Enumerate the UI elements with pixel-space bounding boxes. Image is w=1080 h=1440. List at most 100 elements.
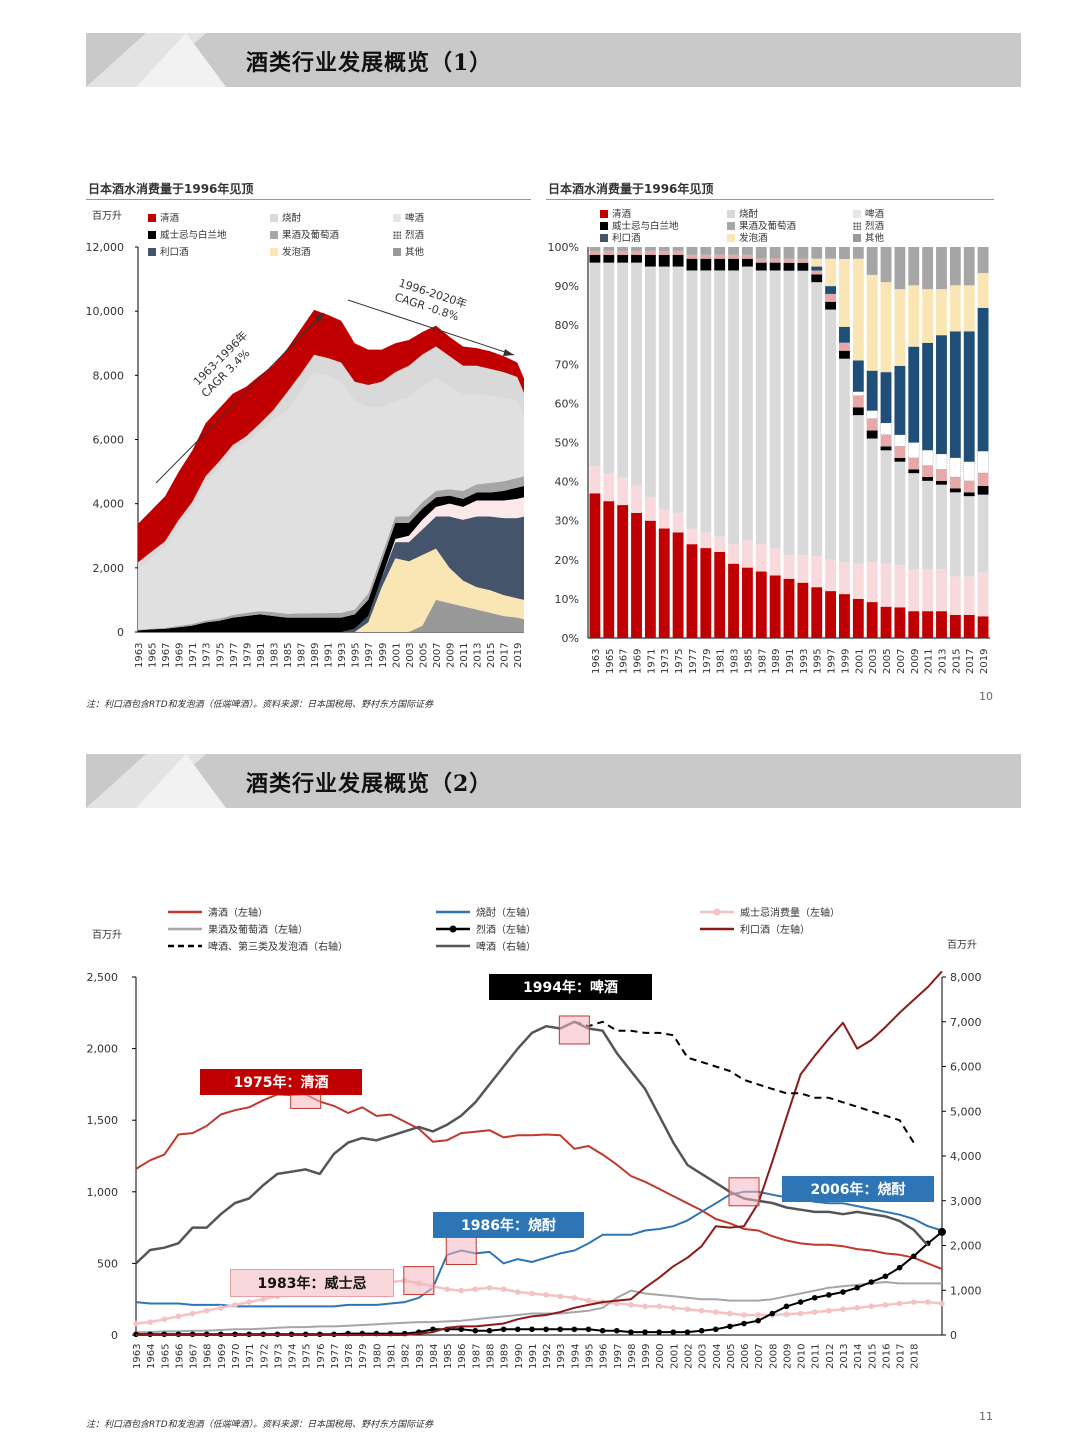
series-point bbox=[882, 1273, 889, 1280]
series-point bbox=[670, 1329, 677, 1335]
bar-segment-威士忌与白兰地 bbox=[894, 457, 906, 462]
left-y-tick-label: 2,500 bbox=[87, 971, 119, 984]
bar-segment-威士忌与白兰地 bbox=[783, 262, 795, 271]
series-point bbox=[500, 1326, 507, 1333]
right-y-tick-label: 7,000 bbox=[950, 1016, 982, 1029]
x-tick-label: 2004 bbox=[712, 1344, 723, 1369]
series-point bbox=[910, 1299, 917, 1305]
series-point bbox=[642, 1303, 648, 1310]
bar-segment-其他 bbox=[922, 247, 934, 290]
bar-segment-烧酎 bbox=[839, 562, 850, 595]
bar-segment-果酒及葡萄酒 bbox=[936, 469, 947, 481]
x-tick-label: 1995 bbox=[584, 1344, 595, 1369]
legend-swatch bbox=[393, 231, 401, 239]
bar-segment-烧酎 bbox=[700, 532, 712, 549]
bar-segment-威士忌与白兰地 bbox=[908, 469, 920, 474]
slide-header-bar: 酒类行业发展概览（2） bbox=[86, 754, 1021, 808]
series-point bbox=[628, 1329, 634, 1335]
bar-segment-发泡酒 bbox=[963, 285, 975, 332]
legend-label: 烈酒（左轴） bbox=[476, 925, 536, 936]
legend-item: 烧酎 bbox=[270, 210, 301, 224]
series-point bbox=[543, 1292, 549, 1298]
x-tick-label: 1977 bbox=[688, 649, 699, 674]
bar-segment-利口酒 bbox=[949, 331, 961, 458]
bar-segment-啤酒 bbox=[700, 270, 712, 533]
line-series-果酒及葡萄酒（左轴） bbox=[136, 1281, 942, 1334]
legend-item: 威士忌与白兰地 bbox=[600, 218, 679, 232]
legend-item: 利口酒（左轴） bbox=[700, 921, 810, 936]
legend-swatch bbox=[436, 944, 470, 948]
legend-item: 烈酒 bbox=[853, 218, 884, 232]
bar-segment-清酒 bbox=[672, 532, 684, 638]
x-tick-label: 1993 bbox=[337, 643, 348, 668]
right-y-tick-label: 8,000 bbox=[950, 971, 982, 984]
bar-segment-烧酎 bbox=[811, 555, 823, 588]
x-tick-label: 1994 bbox=[570, 1344, 581, 1369]
x-tick-label: 1971 bbox=[245, 1344, 256, 1369]
x-tick-label: 1975 bbox=[674, 649, 685, 674]
series-point bbox=[613, 1327, 620, 1334]
bar-segment-清酒 bbox=[631, 512, 642, 638]
bar-segment-果酒及葡萄酒 bbox=[880, 434, 892, 447]
bar-segment-烧酎 bbox=[741, 540, 753, 568]
x-tick-label: 1998 bbox=[627, 1344, 638, 1369]
legend-label: 其他 bbox=[865, 233, 885, 244]
series-point bbox=[670, 1304, 677, 1311]
bar-segment-其他 bbox=[741, 247, 753, 255]
x-tick-label: 1979 bbox=[702, 649, 713, 674]
x-tick-label: 2017 bbox=[965, 649, 976, 674]
bar-segment-威士忌与白兰地 bbox=[755, 262, 767, 271]
left-y-tick-label: 1,500 bbox=[87, 1114, 119, 1127]
right-title-rule bbox=[546, 199, 994, 200]
right-axis-unit: 百万升 bbox=[947, 940, 977, 951]
bar-segment-烧酎 bbox=[672, 512, 684, 533]
y-tick-label: 12,000 bbox=[86, 241, 124, 254]
series-point bbox=[783, 1311, 790, 1318]
bar-segment-清酒 bbox=[936, 611, 947, 638]
x-tick-label: 2005 bbox=[418, 643, 429, 668]
bar-segment-利口酒 bbox=[936, 335, 947, 454]
bar-segment-果酒及葡萄酒 bbox=[797, 258, 809, 263]
slide-header-bar: 酒类行业发展概览（1） bbox=[86, 33, 1021, 87]
bar-segment-清酒 bbox=[769, 575, 781, 638]
series-point bbox=[500, 1286, 507, 1292]
y-tick-label: 80% bbox=[555, 319, 579, 332]
series-point bbox=[727, 1310, 733, 1317]
bar-segment-果酒及葡萄酒 bbox=[617, 250, 629, 255]
legend-label: 利口酒 bbox=[612, 233, 641, 244]
bar-segment-啤酒 bbox=[617, 262, 629, 478]
series-point bbox=[613, 1300, 620, 1307]
bar-segment-其他 bbox=[894, 247, 906, 290]
series-point bbox=[684, 1329, 691, 1335]
legend-label: 烈酒 bbox=[405, 230, 425, 241]
bar-segment-烧酎 bbox=[644, 497, 656, 521]
legend-item: 啤酒、第三类及发泡酒（右轴） bbox=[168, 938, 348, 953]
left-chart-unit: 百万升 bbox=[92, 211, 122, 222]
series-point bbox=[458, 1326, 465, 1333]
x-tick-label: 1993 bbox=[556, 1344, 567, 1369]
bar-segment-清酒 bbox=[700, 548, 712, 638]
bar-segment-烧酎 bbox=[783, 555, 795, 579]
bar-segment-烧酎 bbox=[936, 569, 947, 612]
x-tick-label: 2018 bbox=[910, 1344, 921, 1369]
highlight-box bbox=[558, 1015, 590, 1045]
x-tick-label: 2005 bbox=[882, 649, 893, 674]
x-tick-label: 1968 bbox=[203, 1344, 214, 1369]
x-tick-label: 2002 bbox=[683, 1344, 694, 1369]
bar-segment-烧酎 bbox=[866, 562, 878, 603]
x-tick-label: 1978 bbox=[344, 1344, 355, 1369]
slide-title: 酒类行业发展概览（1） bbox=[246, 50, 493, 76]
bar-segment-啤酒 bbox=[755, 270, 767, 545]
x-tick-label: 1982 bbox=[401, 1344, 412, 1369]
series-point bbox=[514, 1289, 521, 1295]
line-series-利口酒（左轴） bbox=[136, 970, 943, 1336]
series-point bbox=[826, 1292, 832, 1298]
bar-segment-烈酒 bbox=[963, 461, 975, 482]
y-tick-label: 60% bbox=[555, 397, 579, 410]
y-tick-label: 6,000 bbox=[93, 434, 125, 447]
bar-segment-利口酒 bbox=[880, 372, 892, 423]
x-tick-label: 2009 bbox=[782, 1344, 793, 1369]
legend-label: 啤酒 bbox=[405, 213, 425, 224]
bar-segment-烈酒 bbox=[880, 422, 892, 435]
series-point bbox=[472, 1286, 479, 1292]
